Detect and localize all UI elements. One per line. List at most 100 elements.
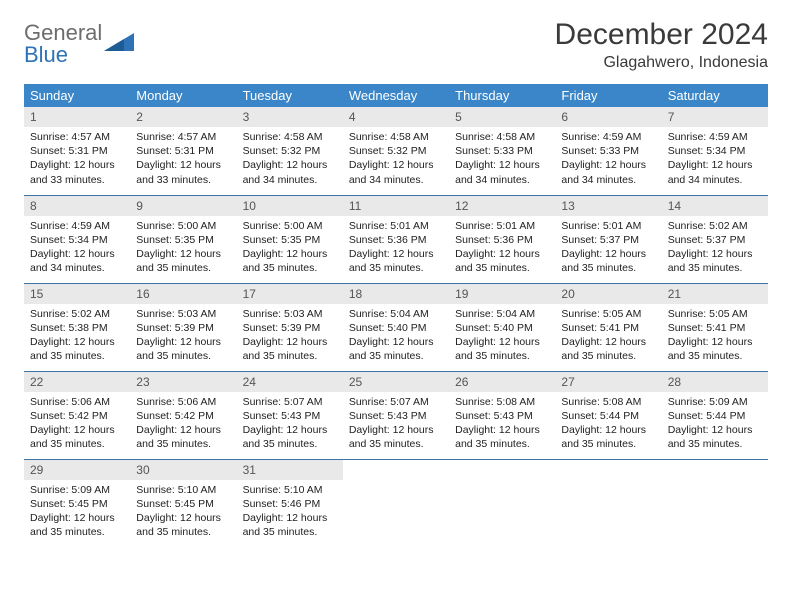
daylight-line: Daylight: 12 hours and 35 minutes. [243,511,337,539]
daylight-line: Daylight: 12 hours and 35 minutes. [561,423,655,451]
sunrise-line: Sunrise: 4:59 AM [561,130,655,144]
daylight-line: Daylight: 12 hours and 35 minutes. [349,335,443,363]
daylight-line: Daylight: 12 hours and 33 minutes. [136,158,230,186]
day-body: Sunrise: 4:57 AMSunset: 5:31 PMDaylight:… [130,127,236,191]
day-body: Sunrise: 5:09 AMSunset: 5:44 PMDaylight:… [662,392,768,456]
sunset-line: Sunset: 5:41 PM [668,321,762,335]
day-body: Sunrise: 4:57 AMSunset: 5:31 PMDaylight:… [24,127,130,191]
daylight-line: Daylight: 12 hours and 34 minutes. [455,158,549,186]
day-number: 26 [449,372,555,392]
day-number: 20 [555,284,661,304]
sunrise-line: Sunrise: 5:05 AM [561,307,655,321]
sunset-line: Sunset: 5:43 PM [243,409,337,423]
daylight-line: Daylight: 12 hours and 35 minutes. [136,335,230,363]
calendar-day: 2Sunrise: 4:57 AMSunset: 5:31 PMDaylight… [130,107,236,195]
sunset-line: Sunset: 5:43 PM [349,409,443,423]
calendar-table: SundayMondayTuesdayWednesdayThursdayFrid… [24,84,768,547]
calendar-empty [662,459,768,547]
daylight-line: Daylight: 12 hours and 35 minutes. [136,423,230,451]
day-body: Sunrise: 5:06 AMSunset: 5:42 PMDaylight:… [130,392,236,456]
calendar-day: 9 Sunrise: 5:00 AMSunset: 5:35 PMDaylight… [130,195,236,283]
calendar-week: 22Sunrise: 5:06 AMSunset: 5:42 PMDayligh… [24,371,768,459]
sunrise-line: Sunrise: 5:08 AM [455,395,549,409]
sunrise-line: Sunrise: 5:03 AM [136,307,230,321]
day-body: Sunrise: 5:10 AMSunset: 5:45 PMDaylight:… [130,480,236,544]
sunset-line: Sunset: 5:39 PM [136,321,230,335]
day-number: 29 [24,460,130,480]
weekday-saturday: Saturday [662,84,768,107]
weekday-wednesday: Wednesday [343,84,449,107]
daylight-line: Daylight: 12 hours and 35 minutes. [243,335,337,363]
sunrise-line: Sunrise: 5:01 AM [561,219,655,233]
day-body: Sunrise: 5:05 AMSunset: 5:41 PMDaylight:… [662,304,768,368]
sunset-line: Sunset: 5:42 PM [30,409,124,423]
sunrise-line: Sunrise: 5:08 AM [561,395,655,409]
sunset-line: Sunset: 5:32 PM [349,144,443,158]
daylight-line: Daylight: 12 hours and 35 minutes. [30,511,124,539]
calendar-day: 21Sunrise: 5:05 AMSunset: 5:41 PMDayligh… [662,283,768,371]
header: General Blue December 2024 Glagahwero, I… [24,18,768,72]
sunset-line: Sunset: 5:32 PM [243,144,337,158]
sunrise-line: Sunrise: 5:01 AM [455,219,549,233]
daylight-line: Daylight: 12 hours and 34 minutes. [349,158,443,186]
weekday-tuesday: Tuesday [237,84,343,107]
day-number: 23 [130,372,236,392]
calendar-week: 29Sunrise: 5:09 AMSunset: 5:45 PMDayligh… [24,459,768,547]
sunset-line: Sunset: 5:31 PM [136,144,230,158]
calendar-day: 27Sunrise: 5:08 AMSunset: 5:44 PMDayligh… [555,371,661,459]
day-number: 28 [662,372,768,392]
weekday-row: SundayMondayTuesdayWednesdayThursdayFrid… [24,84,768,107]
day-number: 5 [449,107,555,127]
daylight-line: Daylight: 12 hours and 35 minutes. [455,247,549,275]
day-number: 11 [343,196,449,216]
day-body: Sunrise: 5:08 AMSunset: 5:43 PMDaylight:… [449,392,555,456]
daylight-line: Daylight: 12 hours and 35 minutes. [455,335,549,363]
day-number: 21 [662,284,768,304]
day-number: 10 [237,196,343,216]
sunrise-line: Sunrise: 5:01 AM [349,219,443,233]
calendar-week: 8Sunrise: 4:59 AMSunset: 5:34 PMDaylight… [24,195,768,283]
calendar-day: 25Sunrise: 5:07 AMSunset: 5:43 PMDayligh… [343,371,449,459]
day-body: Sunrise: 5:03 AMSunset: 5:39 PMDaylight:… [130,304,236,368]
day-number: 4 [343,107,449,127]
daylight-line: Daylight: 12 hours and 35 minutes. [349,247,443,275]
weekday-friday: Friday [555,84,661,107]
sunset-line: Sunset: 5:33 PM [455,144,549,158]
calendar-day: 26Sunrise: 5:08 AMSunset: 5:43 PMDayligh… [449,371,555,459]
sunset-line: Sunset: 5:35 PM [136,233,230,247]
sunset-line: Sunset: 5:31 PM [30,144,124,158]
calendar-day: 7Sunrise: 4:59 AMSunset: 5:34 PMDaylight… [662,107,768,195]
sunset-line: Sunset: 5:37 PM [668,233,762,247]
daylight-line: Daylight: 12 hours and 34 minutes. [243,158,337,186]
calendar-day: 4Sunrise: 4:58 AMSunset: 5:32 PMDaylight… [343,107,449,195]
calendar-day: 18Sunrise: 5:04 AMSunset: 5:40 PMDayligh… [343,283,449,371]
daylight-line: Daylight: 12 hours and 34 minutes. [668,158,762,186]
day-number: 18 [343,284,449,304]
sunset-line: Sunset: 5:44 PM [561,409,655,423]
day-body: Sunrise: 5:04 AMSunset: 5:40 PMDaylight:… [343,304,449,368]
daylight-line: Daylight: 12 hours and 35 minutes. [561,247,655,275]
sunrise-line: Sunrise: 5:10 AM [136,483,230,497]
sunrise-line: Sunrise: 5:02 AM [668,219,762,233]
calendar-week: 15Sunrise: 5:02 AMSunset: 5:38 PMDayligh… [24,283,768,371]
sunrise-line: Sunrise: 4:59 AM [668,130,762,144]
daylight-line: Daylight: 12 hours and 35 minutes. [668,247,762,275]
day-number: 19 [449,284,555,304]
sunrise-line: Sunrise: 4:58 AM [455,130,549,144]
day-number: 9 [130,196,236,216]
daylight-line: Daylight: 12 hours and 35 minutes. [136,247,230,275]
sunrise-line: Sunrise: 4:57 AM [30,130,124,144]
sunset-line: Sunset: 5:39 PM [243,321,337,335]
sunrise-line: Sunrise: 5:10 AM [243,483,337,497]
day-body: Sunrise: 4:58 AMSunset: 5:32 PMDaylight:… [237,127,343,191]
day-body: Sunrise: 5:03 AMSunset: 5:39 PMDaylight:… [237,304,343,368]
sunset-line: Sunset: 5:38 PM [30,321,124,335]
brand-triangle-icon [104,29,138,60]
weekday-sunday: Sunday [24,84,130,107]
day-body: Sunrise: 5:06 AMSunset: 5:42 PMDaylight:… [24,392,130,456]
sunrise-line: Sunrise: 5:00 AM [136,219,230,233]
weekday-thursday: Thursday [449,84,555,107]
sunset-line: Sunset: 5:34 PM [668,144,762,158]
calendar-day: 20Sunrise: 5:05 AMSunset: 5:41 PMDayligh… [555,283,661,371]
day-body: Sunrise: 5:00 AMSunset: 5:35 PMDaylight:… [237,216,343,280]
